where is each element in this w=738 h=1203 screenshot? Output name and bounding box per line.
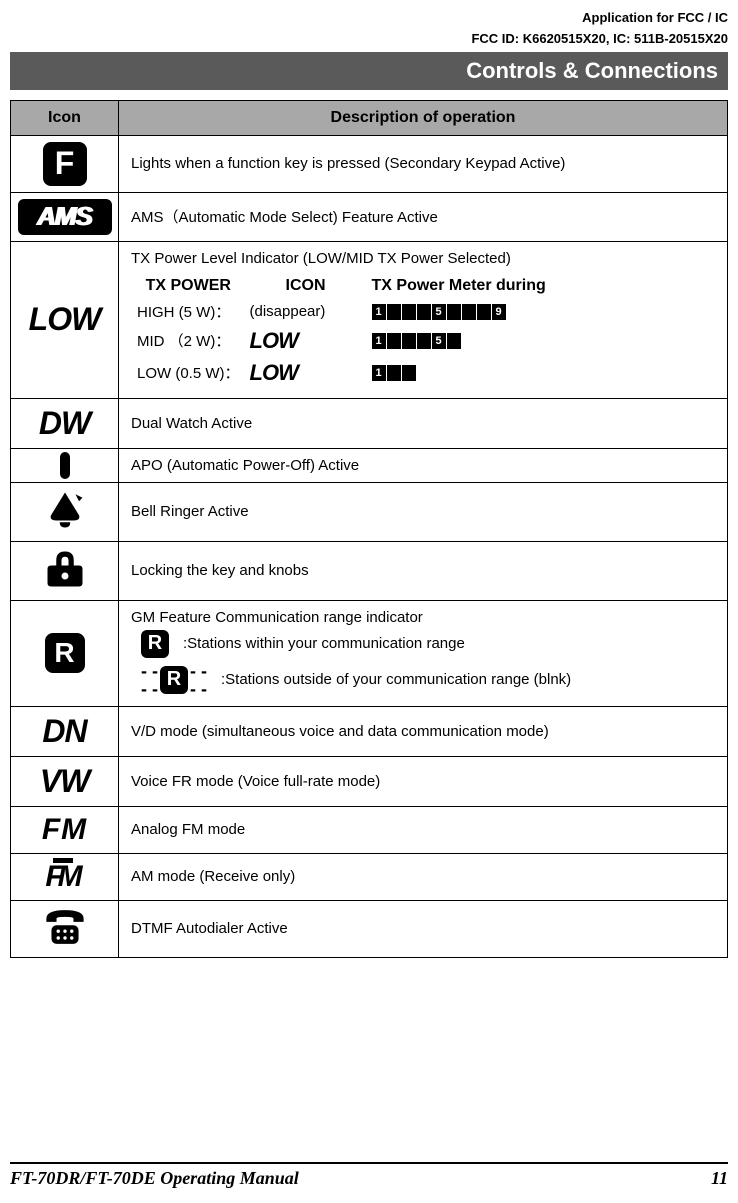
ams-icon: AMS bbox=[18, 199, 112, 235]
gm-title: GM Feature Communication range indicator bbox=[131, 609, 715, 626]
gm-line2: :Stations outside of your communication … bbox=[221, 671, 571, 688]
lock-desc: Locking the key and knobs bbox=[119, 541, 728, 600]
low-icon: LOW bbox=[29, 301, 101, 337]
gm-r-small-icon: R bbox=[141, 630, 169, 658]
tx-high-meter: 159 bbox=[368, 299, 550, 324]
tx-col3: TX Power Meter during bbox=[368, 275, 550, 297]
gm-r-blink-icon: - -- - R - -- - bbox=[141, 662, 207, 698]
ams-desc: AMS（Automatic Mode Select) Feature Activ… bbox=[119, 192, 728, 241]
footer-manual-title: FT-70DR/FT-70DE Operating Manual bbox=[10, 1168, 299, 1189]
footer-page-number: 11 bbox=[711, 1168, 728, 1189]
table-row: AMS AMS（Automatic Mode Select) Feature A… bbox=[11, 192, 728, 241]
tx-low-label: LOW (0.5 W)： bbox=[133, 358, 244, 388]
table-row: DN V/D mode (simultaneous voice and data… bbox=[11, 706, 728, 756]
low-desc-cell: TX Power Level Indicator (LOW/MID TX Pow… bbox=[119, 241, 728, 398]
tx-mid-icon: LOW bbox=[250, 328, 298, 353]
fm-icon: FM bbox=[42, 813, 87, 846]
table-row: Locking the key and knobs bbox=[11, 541, 728, 600]
am-desc: AM mode (Receive only) bbox=[119, 853, 728, 900]
gm-r-icon: R bbox=[45, 633, 85, 673]
power-off-icon bbox=[60, 452, 70, 479]
am-icon: FM bbox=[45, 860, 83, 894]
th-desc: Description of operation bbox=[119, 100, 728, 135]
tx-high-label: HIGH (5 W)： bbox=[133, 299, 244, 324]
tx-mid-label: MID （2 W)： bbox=[133, 326, 244, 356]
tx-power-grid: TX POWER ICON TX Power Meter during HIGH… bbox=[131, 273, 552, 390]
vw-desc: Voice FR mode (Voice full-rate mode) bbox=[119, 756, 728, 806]
tx-col2: ICON bbox=[246, 275, 366, 297]
table-row: FM Analog FM mode bbox=[11, 806, 728, 853]
tx-high-icon: (disappear) bbox=[246, 299, 366, 324]
dw-desc: Dual Watch Active bbox=[119, 398, 728, 448]
dn-icon: DN bbox=[42, 713, 86, 749]
page-footer: FT-70DR/FT-70DE Operating Manual 11 bbox=[10, 1162, 728, 1189]
low-title: TX Power Level Indicator (LOW/MID TX Pow… bbox=[131, 250, 715, 267]
fm-desc: Analog FM mode bbox=[119, 806, 728, 853]
icon-table: Icon Description of operation F Lights w… bbox=[10, 100, 728, 958]
header-app-line2: FCC ID: K6620515X20, IC: 511B-20515X20 bbox=[10, 31, 728, 48]
gm-line1: :Stations within your communication rang… bbox=[183, 635, 465, 652]
dw-icon: DW bbox=[39, 405, 90, 441]
table-row: R GM Feature Communication range indicat… bbox=[11, 600, 728, 706]
table-row: Bell Ringer Active bbox=[11, 482, 728, 541]
table-row: DTMF Autodialer Active bbox=[11, 900, 728, 957]
dtmf-phone-icon bbox=[43, 934, 87, 951]
apo-desc: APO (Automatic Power-Off) Active bbox=[119, 448, 728, 482]
lock-icon bbox=[44, 577, 86, 594]
tx-low-icon: LOW bbox=[250, 360, 298, 385]
th-icon: Icon bbox=[11, 100, 119, 135]
section-banner: Controls & Connections bbox=[10, 52, 728, 90]
gm-desc-cell: GM Feature Communication range indicator… bbox=[119, 600, 728, 706]
tx-col1: TX POWER bbox=[133, 275, 244, 297]
table-row: F Lights when a function key is pressed … bbox=[11, 135, 728, 192]
bell-icon bbox=[44, 518, 86, 535]
table-row: LOW TX Power Level Indicator (LOW/MID TX… bbox=[11, 241, 728, 398]
table-row: VW Voice FR mode (Voice full-rate mode) bbox=[11, 756, 728, 806]
dtmf-desc: DTMF Autodialer Active bbox=[119, 900, 728, 957]
header-app-line1: Application for FCC / IC bbox=[10, 10, 728, 27]
bell-desc: Bell Ringer Active bbox=[119, 482, 728, 541]
tx-low-meter: 1 bbox=[368, 358, 550, 388]
dn-desc: V/D mode (simultaneous voice and data co… bbox=[119, 706, 728, 756]
table-row: FM AM mode (Receive only) bbox=[11, 853, 728, 900]
table-row: DW Dual Watch Active bbox=[11, 398, 728, 448]
vw-icon: VW bbox=[40, 763, 90, 799]
f-desc: Lights when a function key is pressed (S… bbox=[119, 135, 728, 192]
table-header-row: Icon Description of operation bbox=[11, 100, 728, 135]
tx-mid-meter: 15 bbox=[368, 326, 550, 356]
meter-seg: 1 bbox=[372, 304, 386, 320]
f-icon: F bbox=[43, 142, 87, 186]
table-row: APO (Automatic Power-Off) Active bbox=[11, 448, 728, 482]
